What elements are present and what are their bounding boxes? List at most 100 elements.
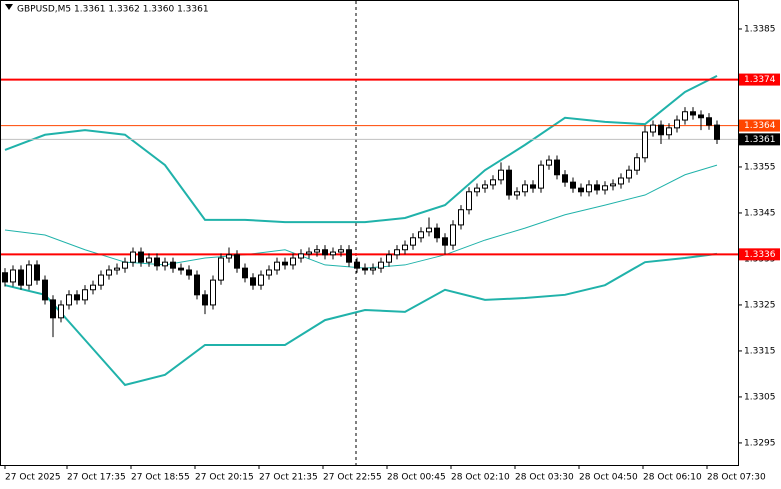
candle-body [370,267,376,271]
candle-body [378,261,384,269]
level-tag-label: 1.3364 [744,121,776,131]
candle-body [306,251,312,255]
candle-body [2,272,8,283]
y-tick-label: 1.3315 [744,346,776,356]
candle-body [346,249,352,263]
candle-body [434,227,440,239]
last-price-label: 1.3361 [744,135,776,145]
candle-body [210,279,216,306]
x-tick-label: 28 Oct 06:10 [643,473,702,483]
y-tick-label: 1.3385 [744,24,776,34]
candle-body [506,169,512,196]
candle-body [282,261,288,266]
y-tick-label: 1.3355 [744,162,776,172]
candle-body [162,261,168,267]
candle-body [514,191,520,196]
candle-body [274,261,280,271]
x-tick-label: 28 Oct 07:30 [707,473,766,483]
y-tick-label: 1.3345 [744,208,776,218]
plot-frame [0,0,739,466]
candle-body [74,294,80,301]
candle-body [26,264,32,286]
candle-body [42,279,48,301]
candle-body [106,269,112,276]
candle-body [154,257,160,267]
level-tag [739,119,780,132]
candle-body [634,157,640,171]
candle-body [202,294,208,306]
candle-body [562,174,568,183]
x-tick-label: 28 Oct 04:50 [579,473,638,483]
candle-body [698,114,704,119]
candle-body [602,185,608,191]
candle-body [194,274,200,296]
candle-body [266,269,272,276]
collapse-icon[interactable] [5,4,13,10]
candle-body [82,289,88,301]
candle-body [650,124,656,133]
x-tick-label: 27 Oct 2025 [5,473,61,483]
candle-body [322,249,328,256]
candle-body [290,257,296,266]
candle-body [450,224,456,246]
level-tag-label: 1.3374 [744,75,776,85]
x-tick-label: 27 Oct 22:55 [323,473,382,483]
x-tick-label: 27 Oct 18:55 [131,473,190,483]
candle-body [570,181,576,189]
candle-body [90,284,96,291]
candle-body [314,249,320,253]
candle-body [474,187,480,193]
candle-body [706,117,712,126]
candle-body [138,251,144,263]
candle-body [122,261,128,269]
candle-body [34,264,40,281]
x-tick-label: 27 Oct 20:15 [195,473,254,483]
candle-body [426,227,432,233]
candle-body [418,231,424,239]
candle-body [234,254,240,269]
candle-body [618,177,624,185]
candle-body [146,257,152,263]
level-tag-label: 1.3336 [744,250,776,260]
candle-body [170,261,176,269]
candle-body [386,254,392,263]
candle-body [50,299,56,319]
candle-body [402,244,408,251]
candle-body [298,253,304,259]
candle-body [18,269,24,286]
candle-body [394,249,400,256]
x-tick-label: 28 Oct 00:45 [387,473,446,483]
candle-body [250,277,256,286]
level-tag [739,73,780,86]
bollinger-band [4,74,718,224]
level-tag [739,248,780,261]
candle-body [338,249,344,253]
candle-body [642,131,648,159]
candle-body [546,159,552,166]
candle-body [98,274,104,286]
candle-body [10,269,16,283]
x-tick-label: 27 Oct 21:35 [259,473,318,483]
candle-body [466,191,472,211]
candle-body [58,304,64,319]
candle-body [674,119,680,129]
x-tick-label: 28 Oct 03:30 [515,473,574,483]
candle-body [218,257,224,281]
candle-body [498,169,504,181]
candle-body [538,164,544,189]
candle-body [682,111,688,121]
candle-body [458,209,464,226]
candle-body [242,267,248,279]
candle-body [666,127,672,136]
candle-body [626,169,632,179]
candle-body [482,184,488,189]
candle-body [658,124,664,136]
last-price-tag [739,133,780,146]
candle-body [362,267,368,271]
chart-title: GBPUSD,M5 1.3361 1.3362 1.3360 1.3361 [17,5,209,15]
y-tick-label: 1.3325 [744,300,776,310]
candle-body [66,294,72,306]
x-tick-label: 27 Oct 17:35 [67,473,126,483]
candle-body [442,237,448,246]
